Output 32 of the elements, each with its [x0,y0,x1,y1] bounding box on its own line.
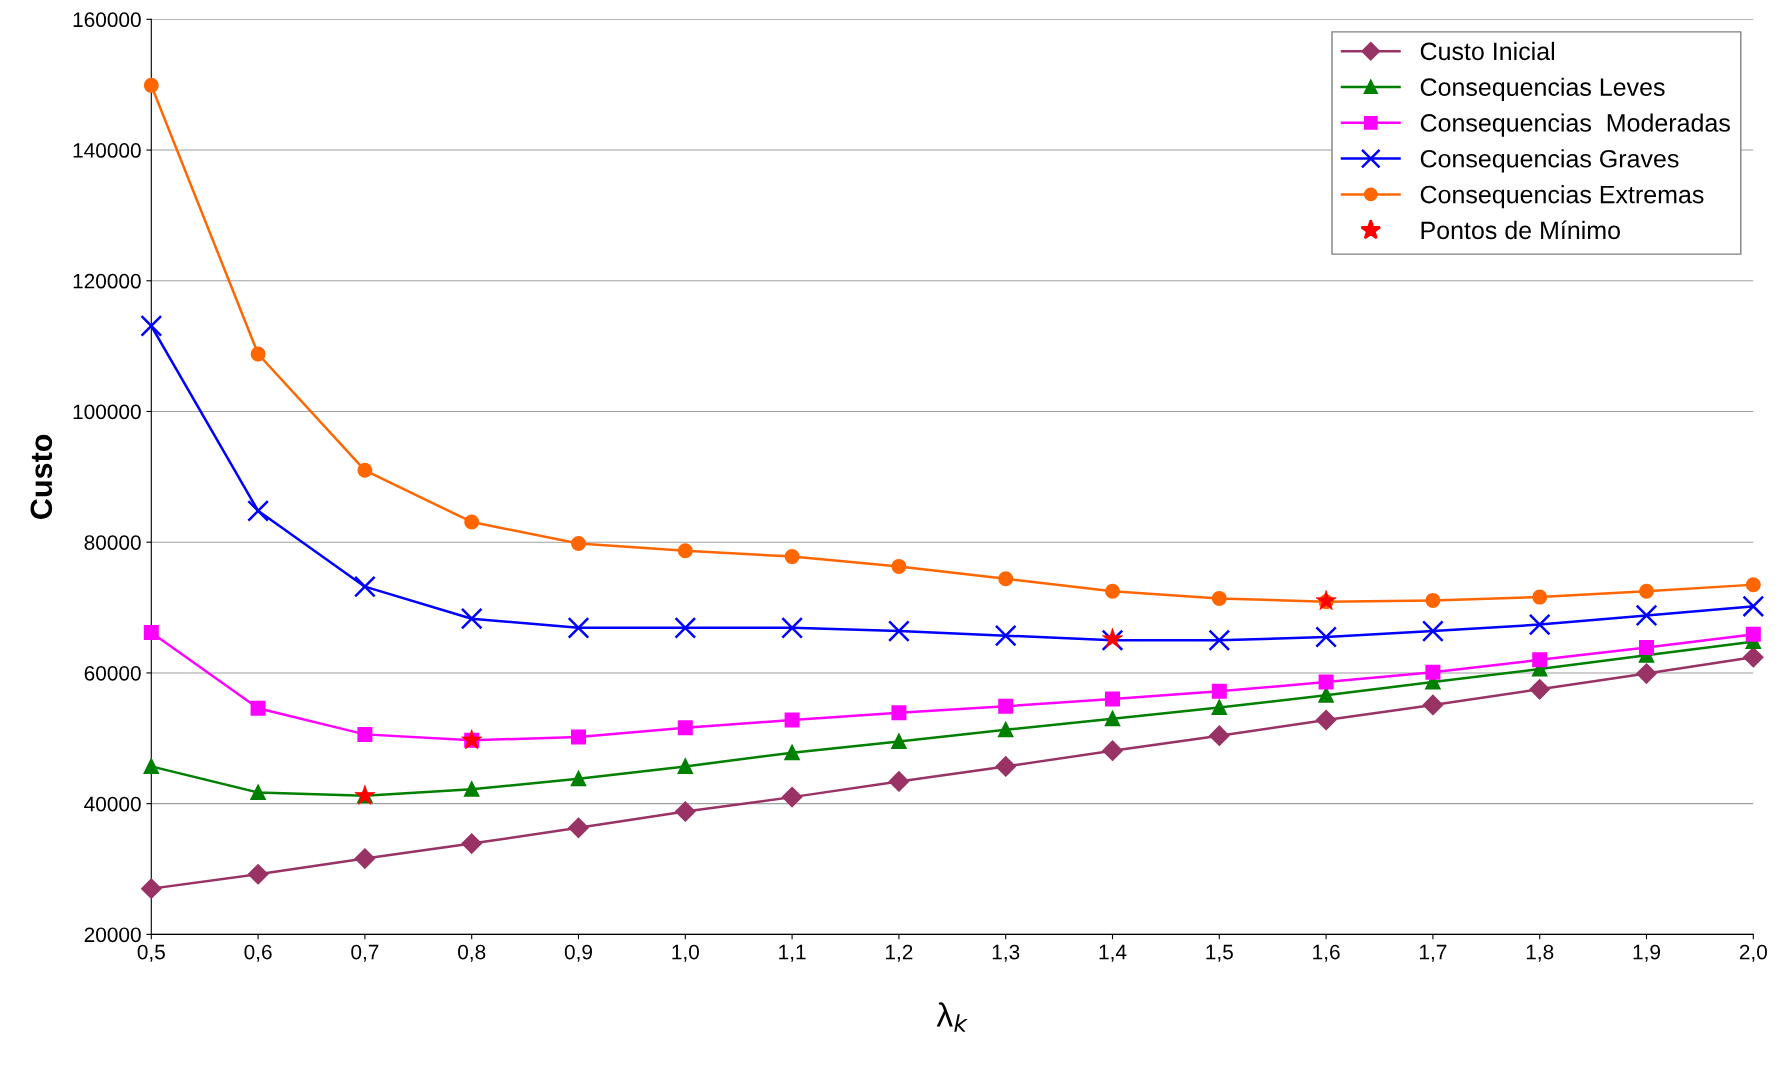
x-tick-label: 1,5 [1206,944,1233,962]
x-tick-label: 1,2 [886,944,913,962]
x-tick-label: 0,9 [564,944,592,962]
y-tick-label: 80000 [84,535,141,550]
legend-label: Consequencias Moderadas [1420,113,1730,137]
legend-label: Pontos de Mínimo [1421,220,1620,240]
y-tick-label: 140000 [73,143,141,158]
legend-label: Consequencias Graves [1420,149,1679,173]
y-tick-label: 100000 [73,404,141,420]
legend-label: Consequencias Extremas [1420,185,1704,209]
x-axis-title: λ$_{k}$ [936,1002,968,1032]
y-tick-label: 60000 [84,665,141,681]
y-tick-label: 160000 [73,12,141,28]
x-tick-label: 0,8 [458,944,486,962]
x-tick-label: 2,0 [1739,944,1767,962]
y-tick-label: 120000 [73,273,141,289]
x-tick-label: 0,5 [137,944,165,962]
y-tick-label: 40000 [84,796,141,812]
x-tick-label: 1,3 [992,944,1020,962]
x-tick-label: 0,6 [244,944,272,962]
x-tick-label: 1,8 [1526,944,1554,962]
y-tick-label: 20000 [84,927,141,943]
x-tick-label: 1,7 [1420,944,1447,962]
x-tick-label: 1,6 [1313,944,1340,962]
x-tick-label: 1,1 [779,944,806,962]
x-tick-label: 0,7 [351,944,379,962]
legend-label: Consequencias Leves [1420,77,1665,101]
x-tick-label: 1,9 [1633,944,1660,962]
x-tick-label: 1,4 [1099,944,1127,962]
y-axis-title: Custo [30,434,53,519]
legend-label: Custo Inicial [1420,41,1555,61]
x-tick-label: 1,0 [672,944,699,962]
